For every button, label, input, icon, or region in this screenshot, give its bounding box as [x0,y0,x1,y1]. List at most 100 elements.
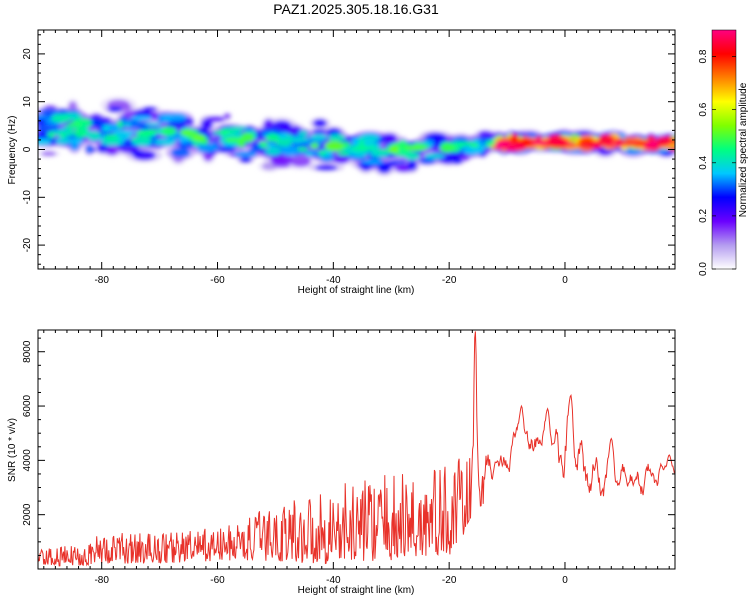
spectrogram-heatmap [38,96,675,176]
heatmap-cell [535,135,542,141]
heatmap-cell [134,109,152,118]
x-tick-label: 0 [562,275,568,286]
heatmap-cell [424,153,446,159]
heatmap-cell [59,132,68,139]
snr-y-axis-label: SNR (10 * v/v) [7,418,18,482]
y-tick-label: 6000 [22,394,33,417]
heatmap-cell [647,139,659,147]
heatmap-cell [86,130,101,141]
heatmap-cell [290,156,311,167]
heatmap-cell [547,134,565,145]
heatmap-cell [312,129,328,134]
heatmap-cell [360,160,384,164]
heatmap-cell [102,124,111,132]
heatmap-cell [67,122,82,126]
heatmap-cell [407,160,417,171]
heatmap-cell [223,113,231,119]
x-tick-label: -20 [442,275,457,286]
heatmap-cell [258,141,268,149]
heatmap-cell [213,130,235,135]
heatmap-cell [143,106,157,111]
colorbar-tick-label: 0.6 [698,102,709,116]
heatmap-cell [261,162,277,171]
heatmap-cell [324,140,344,152]
heatmap-cell [153,138,176,146]
heatmap-cell [86,145,93,154]
heatmap-cell [162,113,173,123]
snr-ticks: -80 -60 -40 -20 0 2000 4000 6000 8000 [22,330,675,586]
heatmap-cell [69,138,84,144]
heatmap-cell [313,119,327,128]
heatmap-cell [305,152,313,157]
heatmap-cell [377,162,391,173]
heatmap-cell [328,133,346,142]
heatmap-cell [107,123,120,132]
heatmap-cell [67,127,74,137]
heatmap-cell [87,117,105,128]
heatmap-cell [116,143,138,148]
heatmap-cell [530,140,549,146]
x-tick-label: -60 [210,275,225,286]
heatmap-cell [130,135,152,145]
heatmap-cell [439,142,455,153]
heatmap-cell [310,142,320,149]
y-tick-label: 10 [22,96,33,108]
heatmap-cell [97,143,109,153]
heatmap-cell [56,109,71,115]
y-tick-label: 2000 [22,503,33,526]
heatmap-cell [108,106,123,112]
heatmap-cell [224,137,242,143]
heatmap-cell [623,136,640,142]
heatmap-cell [623,141,641,145]
heatmap-cell [55,137,71,145]
colorbar-tick-label: 0.0 [698,262,709,276]
heatmap-cell [601,143,624,148]
colorbar-tick-label: 0.8 [698,49,709,63]
heatmap-cell [275,138,293,147]
colorbar-ticks: 0.0 0.2 0.4 0.6 0.8 [698,49,736,276]
heatmap-cell [144,122,161,127]
x-tick-label: -60 [210,575,225,586]
y-tick-label: 0 [22,146,33,152]
x-tick-label: -40 [326,275,341,286]
heatmap-cell [517,140,536,146]
heatmap-cell [387,160,408,164]
heatmap-cell [333,154,350,164]
heatmap-cell [478,131,492,138]
heatmap-cell [68,101,77,111]
heatmap-cell [264,119,274,131]
heatmap-cell [451,157,463,164]
heatmap-cell [469,143,480,148]
heatmap-cell [419,157,436,164]
x-tick-label: -20 [442,575,457,586]
x-tick-label: -40 [326,575,341,586]
heatmap-cell [503,145,527,152]
heatmap-cell [171,147,190,158]
heatmap-cell [201,118,213,130]
heatmap-cell [445,155,452,163]
x-tick-label: -80 [94,275,109,286]
heatmap-cell [129,149,144,156]
x-tick-label: 0 [562,575,568,586]
heatmap-cell [461,156,470,161]
colorbar [711,29,737,270]
spectrogram-ticks: -80 -60 -40 -20 0 -20 -10 0 10 20 [22,30,675,286]
heatmap-cell [41,151,57,156]
heatmap-cell [265,146,282,156]
heatmap-cell [265,133,280,142]
y-tick-label: 4000 [22,449,33,472]
y-tick-label: -20 [22,237,33,252]
colorbar-tick-label: 0.2 [698,209,709,223]
heatmap-cell [205,137,222,141]
heatmap-cell [358,146,377,150]
heatmap-cell [103,134,119,142]
heatmap-cell [234,151,257,158]
heatmap-cell [217,146,236,153]
heatmap-cell [240,132,255,143]
chart-title: PAZ1.2025.305.18.16.G31 [273,1,439,17]
colorbar-label: Normalized spectral amplitude [738,82,749,217]
y-tick-label: -10 [22,190,33,205]
snr-series-line [38,331,675,567]
